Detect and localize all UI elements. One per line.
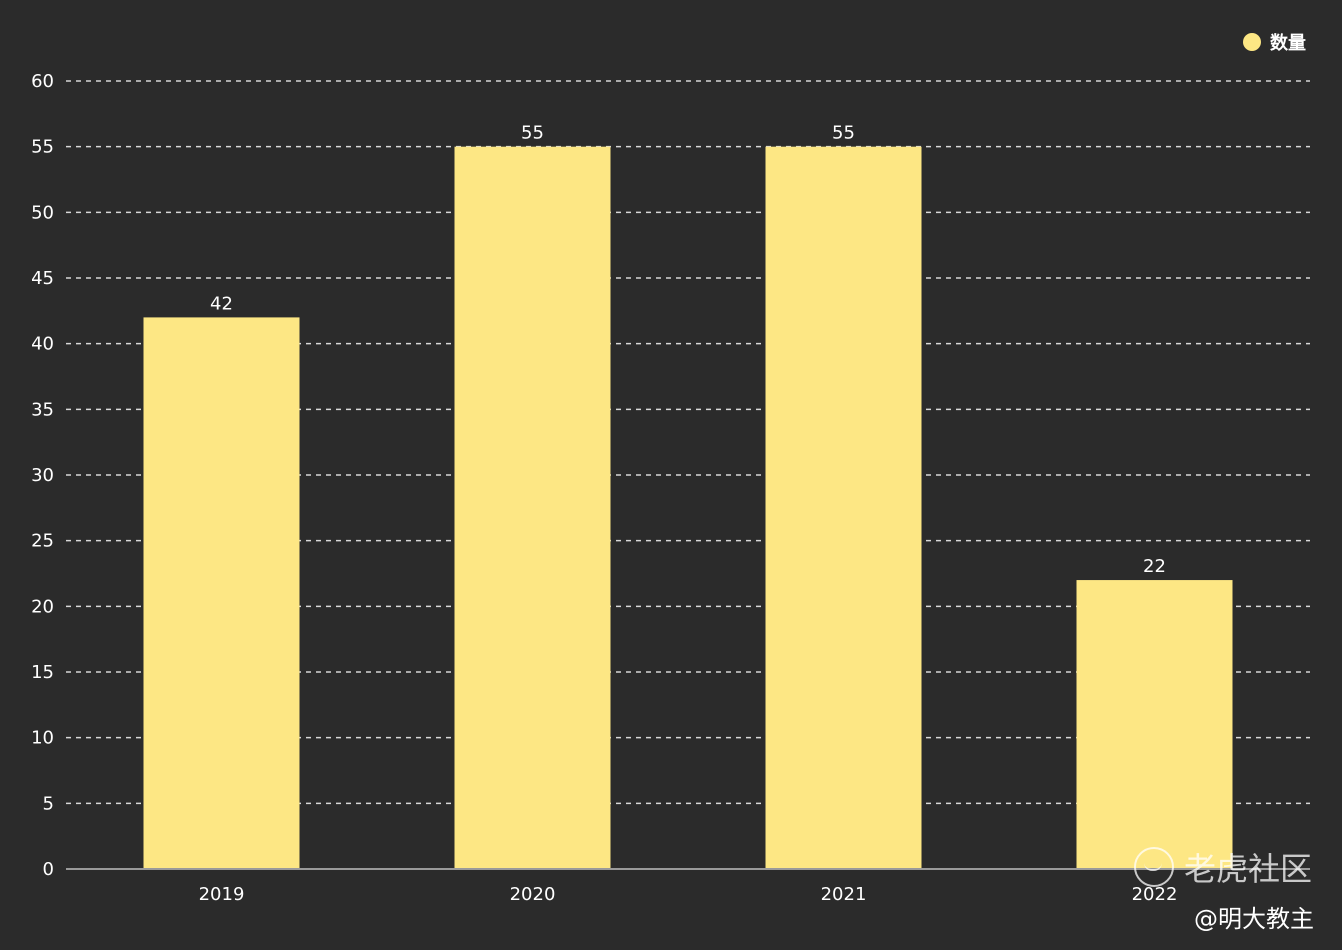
data-label-2022: 22 <box>1143 556 1166 577</box>
tiger-logo-icon <box>1133 847 1174 887</box>
y-tick-label: 60 <box>31 71 54 92</box>
x-tick-label: 2019 <box>199 884 245 905</box>
x-tick-label: 2021 <box>821 884 867 905</box>
bar-2019[interactable] <box>143 317 300 869</box>
bar-2021[interactable] <box>765 146 922 869</box>
y-tick-label: 30 <box>31 465 54 486</box>
watermark: 老虎社区 <box>1133 844 1312 890</box>
bar-2022[interactable] <box>1076 580 1233 869</box>
y-tick-label: 0 <box>43 859 54 880</box>
y-axis-tick-labels: 0 5 10 15 20 25 30 35 40 45 50 55 60 <box>31 71 54 880</box>
y-tick-label: 40 <box>31 334 54 355</box>
y-tick-label: 25 <box>31 531 54 552</box>
bars <box>143 146 1233 869</box>
data-label-2019: 42 <box>210 293 233 314</box>
data-label-2021: 55 <box>832 123 855 144</box>
y-tick-label: 10 <box>31 728 54 749</box>
x-axis-tick-labels: 2019 2020 2021 2022 <box>199 884 1178 905</box>
y-tick-label: 20 <box>31 596 54 617</box>
y-tick-label: 5 <box>43 793 54 814</box>
bar-2020[interactable] <box>454 146 611 869</box>
y-tick-label: 55 <box>31 137 54 158</box>
y-tick-label: 50 <box>31 202 54 223</box>
y-tick-label: 35 <box>31 399 54 420</box>
legend-label: 数量 <box>1270 32 1306 54</box>
data-labels: 42 55 55 22 <box>210 123 1166 577</box>
author-credit: @明大教主 <box>1194 905 1314 933</box>
x-tick-label: 2020 <box>510 884 556 905</box>
legend-marker-icon <box>1243 33 1261 51</box>
watermark-text: 老虎社区 <box>1183 850 1312 888</box>
data-label-2020: 55 <box>521 123 544 144</box>
x-tick-label: 2022 <box>1132 884 1178 905</box>
gridlines <box>66 80 1310 805</box>
y-tick-label: 45 <box>31 268 54 289</box>
legend[interactable]: 数量 <box>1243 32 1306 54</box>
y-tick-label: 15 <box>31 662 54 683</box>
